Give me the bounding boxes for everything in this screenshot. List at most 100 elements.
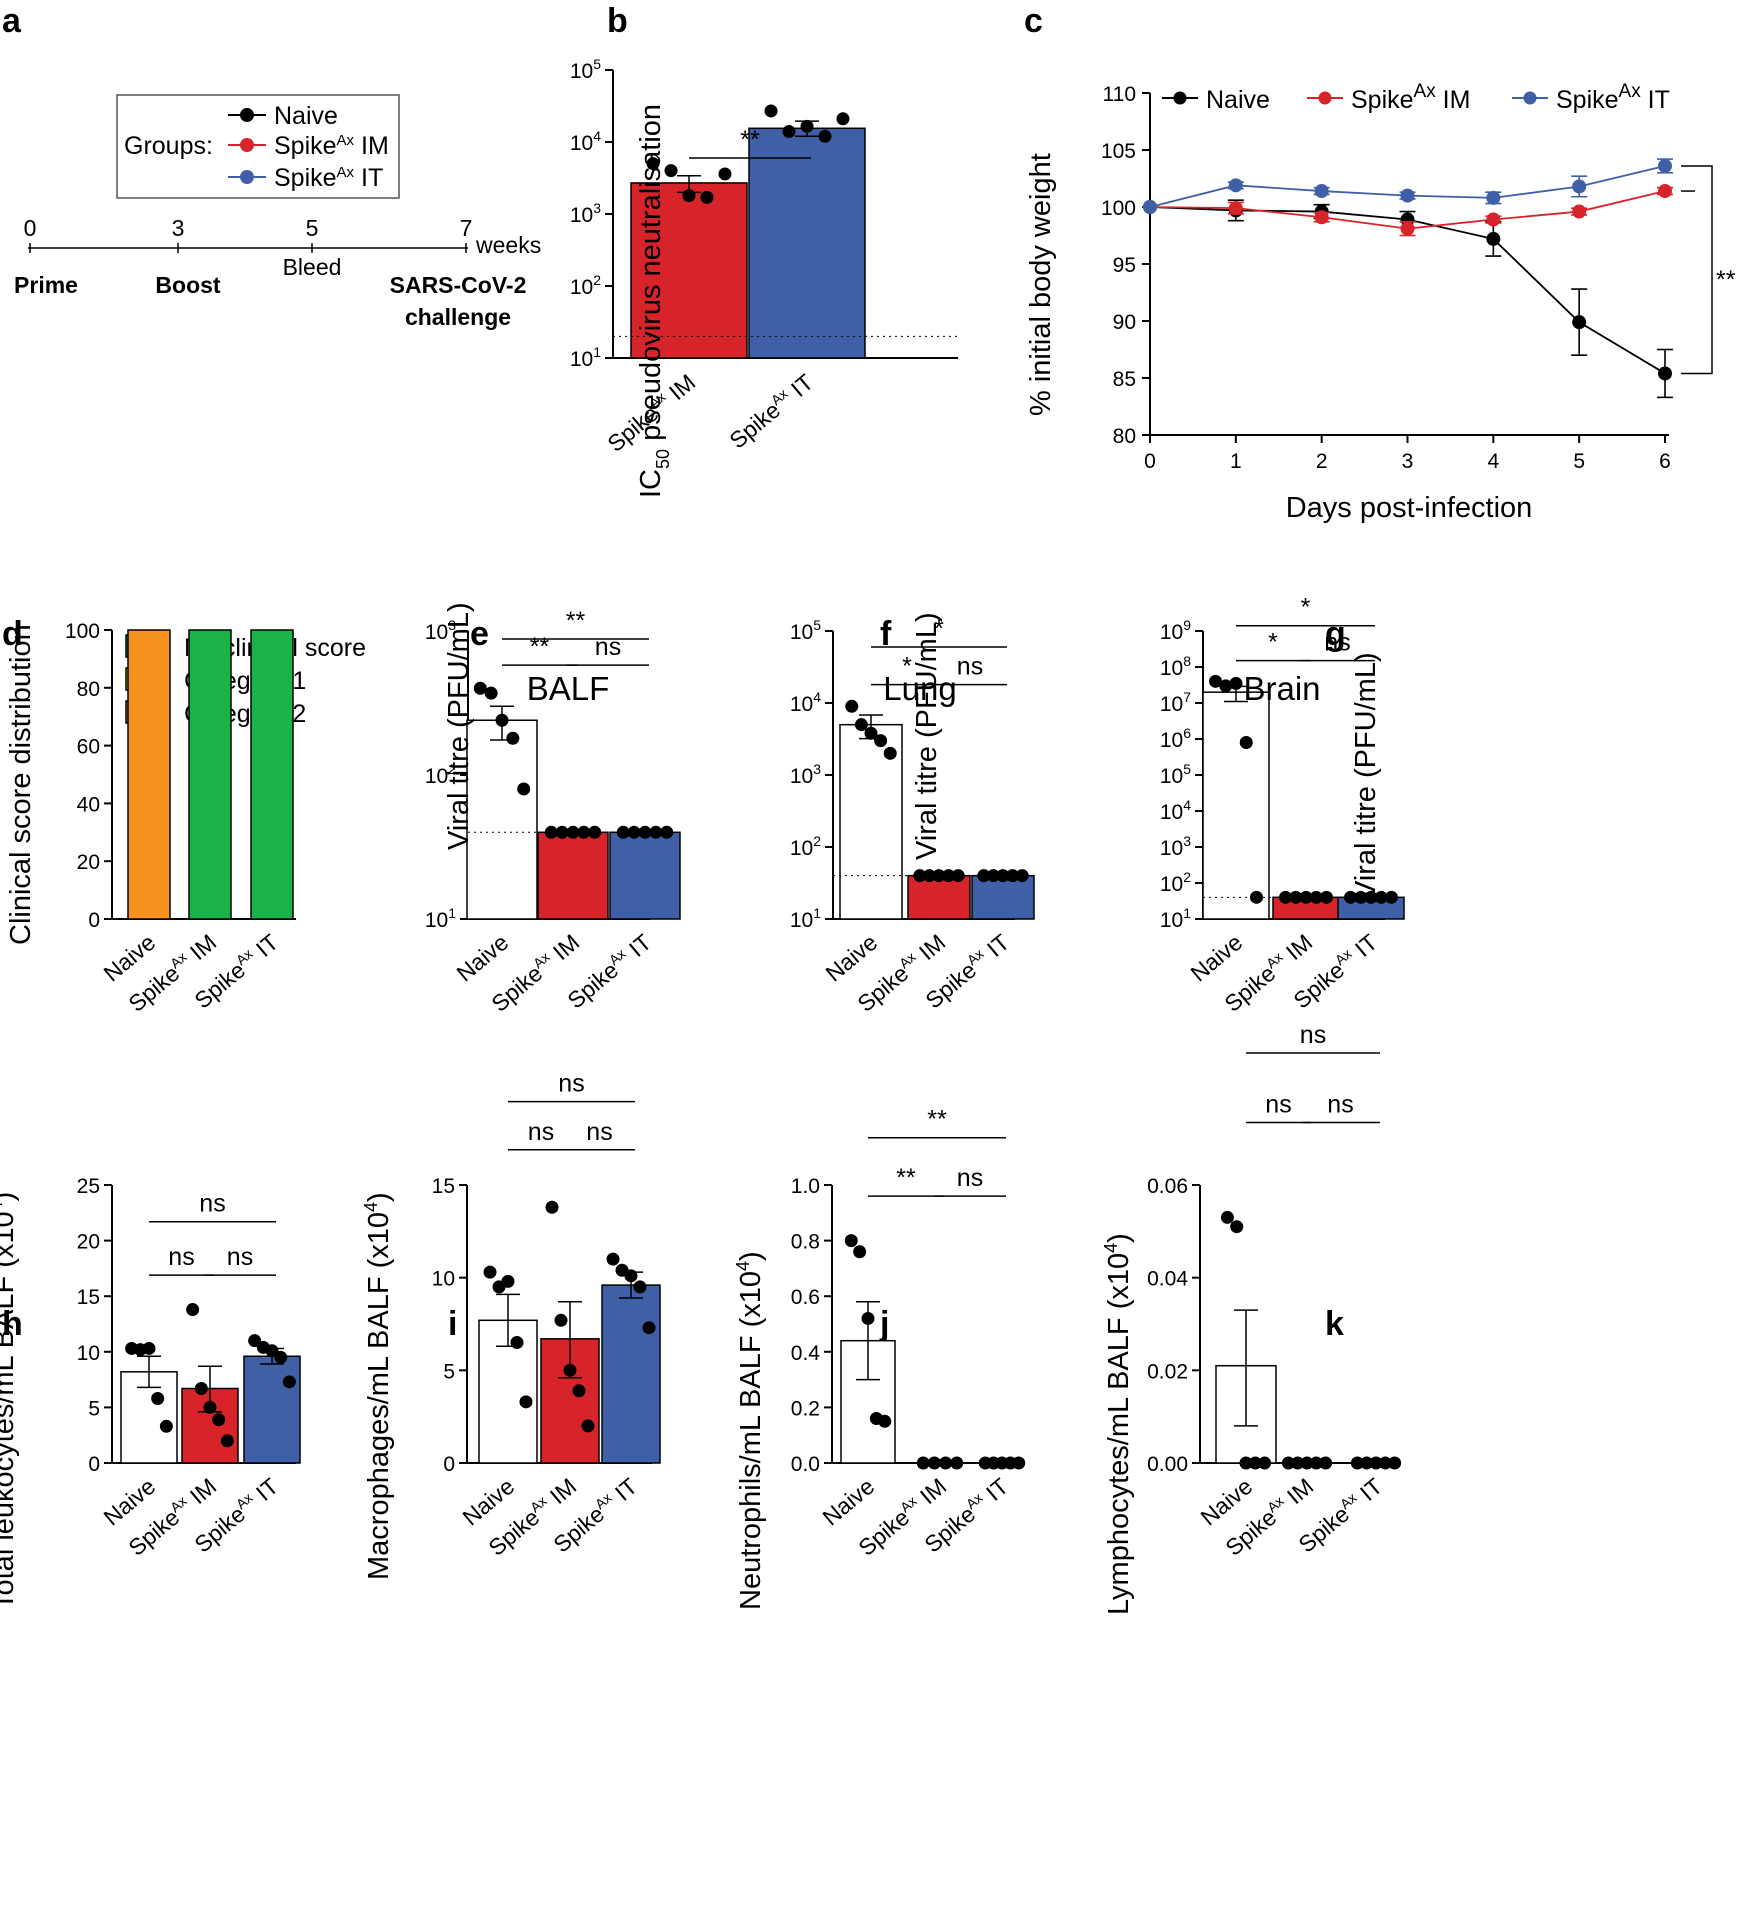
data-point-f-1-1 (922, 869, 936, 883)
y-axis-title-k: Lymphocytes/mL BALF (x104) (1101, 1233, 1135, 1615)
significance-label-j-2: ** (927, 1106, 947, 1134)
x-tick-label-c-1: 1 (1230, 450, 1242, 473)
data-point-f-1-4 (951, 869, 965, 883)
legend-marker-im (240, 138, 254, 152)
data-point-g-2-1 (1354, 890, 1368, 904)
data-point-e-1-1 (555, 825, 569, 839)
data-point-i-1-4 (581, 1419, 595, 1433)
y-axis-title-i: Macrophages/mL BALF (x104) (361, 1192, 395, 1580)
data-point-e-2-2 (638, 825, 652, 839)
y-tick-label-h-2: 10 (77, 1342, 100, 1365)
y-tick-label-d-5: 100 (65, 620, 100, 643)
bar-g-0 (1202, 691, 1270, 920)
significance-label-f-0: * (902, 653, 912, 681)
data-point-g-1-4 (1319, 890, 1333, 904)
data-point-h-1-4 (220, 1434, 234, 1448)
series-point-c-2-5 (1572, 179, 1587, 194)
data-point-k-0-0 (1220, 1210, 1234, 1224)
significance-label-i-2: ns (558, 1070, 584, 1098)
data-point-f-2-1 (986, 869, 1000, 883)
groups-label: Groups: (124, 132, 213, 160)
panel-label-e: e (470, 615, 489, 653)
timeline-label-7: 7 (460, 215, 473, 241)
significance-label-h-1: ns (227, 1243, 253, 1271)
timeline-challenge-line2: challenge (405, 304, 511, 330)
series-point-c-1-5 (1572, 204, 1587, 219)
data-point-h-0-4 (159, 1419, 173, 1433)
series-point-c-2-4 (1486, 190, 1501, 205)
y-tick-label-c-4: 100 (1101, 197, 1136, 220)
groups-legend-box (116, 94, 400, 199)
legend-marker-c-0 (1173, 91, 1187, 105)
y-tick-label-e-1: 102 (425, 761, 456, 788)
y-tick-label-b-2: 103 (570, 200, 601, 227)
data-point-h-2-4 (282, 1375, 296, 1389)
y-tick-label-d-4: 80 (77, 678, 100, 701)
y-tick-label-f-3: 104 (790, 689, 821, 716)
y-axis-title-b: IC50 pseudovirus neutralisation (635, 104, 673, 498)
y-tick-label-c-6: 110 (1103, 83, 1136, 106)
data-point-k-1-2 (1300, 1456, 1314, 1470)
data-point-h-2-3 (274, 1350, 288, 1364)
y-tick-label-g-1: 102 (1160, 869, 1191, 896)
data-point-e-0-0 (473, 681, 487, 695)
y-tick-label-d-2: 40 (77, 793, 100, 816)
timeline-boost: Boost (155, 272, 221, 298)
data-point-i-0-3 (510, 1336, 524, 1350)
panel-title-f: Lung (883, 670, 956, 707)
y-tick-label-j-3: 0.6 (791, 1286, 820, 1309)
series-point-c-2-6 (1658, 158, 1672, 173)
significance-label-k-1: ns (1327, 1090, 1353, 1118)
timeline-label-5: 5 (306, 215, 319, 241)
y-tick-label-i-1: 5 (443, 1360, 455, 1383)
data-point-i-2-3 (633, 1280, 647, 1294)
bar-i-2 (601, 1284, 661, 1464)
data-point-h-1-3 (212, 1413, 226, 1427)
y-tick-label-j-2: 0.4 (791, 1342, 821, 1365)
y-tick-label-h-4: 20 (77, 1231, 100, 1254)
y-tick-label-b-0: 101 (570, 344, 601, 371)
data-point-g-2-4 (1384, 890, 1398, 904)
data-point-e-0-4 (517, 782, 531, 796)
data-point-j-1-0 (916, 1456, 930, 1470)
y-tick-label-h-3: 15 (77, 1286, 100, 1309)
y-tick-label-f-0: 101 (790, 905, 821, 932)
data-point-f-1-0 (913, 869, 927, 883)
panel-label-f: f (880, 615, 892, 653)
data-point-e-0-2 (495, 713, 509, 727)
stacked-bar-d-0-2 (127, 629, 171, 920)
significance-label-f-2: * (934, 615, 944, 643)
y-tick-label-g-2: 103 (1160, 833, 1191, 860)
data-point-b-0-1 (664, 164, 678, 178)
data-point-i-1-3 (572, 1384, 586, 1398)
data-point-i-2-2 (624, 1269, 638, 1283)
legend-label-c-2: SpikeAx IT (1556, 81, 1670, 114)
y-tick-label-c-2: 90 (1113, 311, 1136, 334)
data-point-h-1-0 (186, 1303, 200, 1317)
data-point-g-1-3 (1309, 890, 1323, 904)
y-tick-label-f-4: 105 (790, 617, 821, 644)
significance-label-k-2: ns (1300, 1021, 1326, 1049)
data-point-b-1-2 (800, 119, 814, 133)
data-point-b-1-4 (836, 112, 850, 126)
y-axis-title-f: Viral titre (PFU/mL) (911, 612, 943, 860)
panel-label-g: g (1325, 615, 1346, 653)
data-point-i-2-0 (606, 1252, 620, 1266)
series-point-c-1-3 (1400, 221, 1415, 236)
timeline-bleed: Bleed (283, 254, 342, 280)
series-point-c-1-4 (1486, 212, 1501, 227)
y-axis-title-h: Total leukocytes/mL BALF (x104) (0, 1192, 20, 1610)
data-point-k-0-3 (1248, 1456, 1262, 1470)
data-point-b-1-1 (782, 124, 796, 138)
data-point-j-2-4 (1012, 1456, 1026, 1470)
stacked-bar-d-2-0 (250, 629, 294, 920)
bar-f-2 (971, 874, 1035, 920)
y-axis-title-j: Neutrophils/mL BALF (x104) (733, 1251, 767, 1610)
data-point-g-1-2 (1299, 890, 1313, 904)
significance-label-b-0: ** (740, 126, 760, 154)
y-tick-label-g-5: 106 (1160, 725, 1191, 752)
significance-label-i-0: ns (528, 1118, 554, 1146)
data-point-f-2-0 (977, 869, 991, 883)
data-point-k-1-0 (1281, 1456, 1295, 1470)
